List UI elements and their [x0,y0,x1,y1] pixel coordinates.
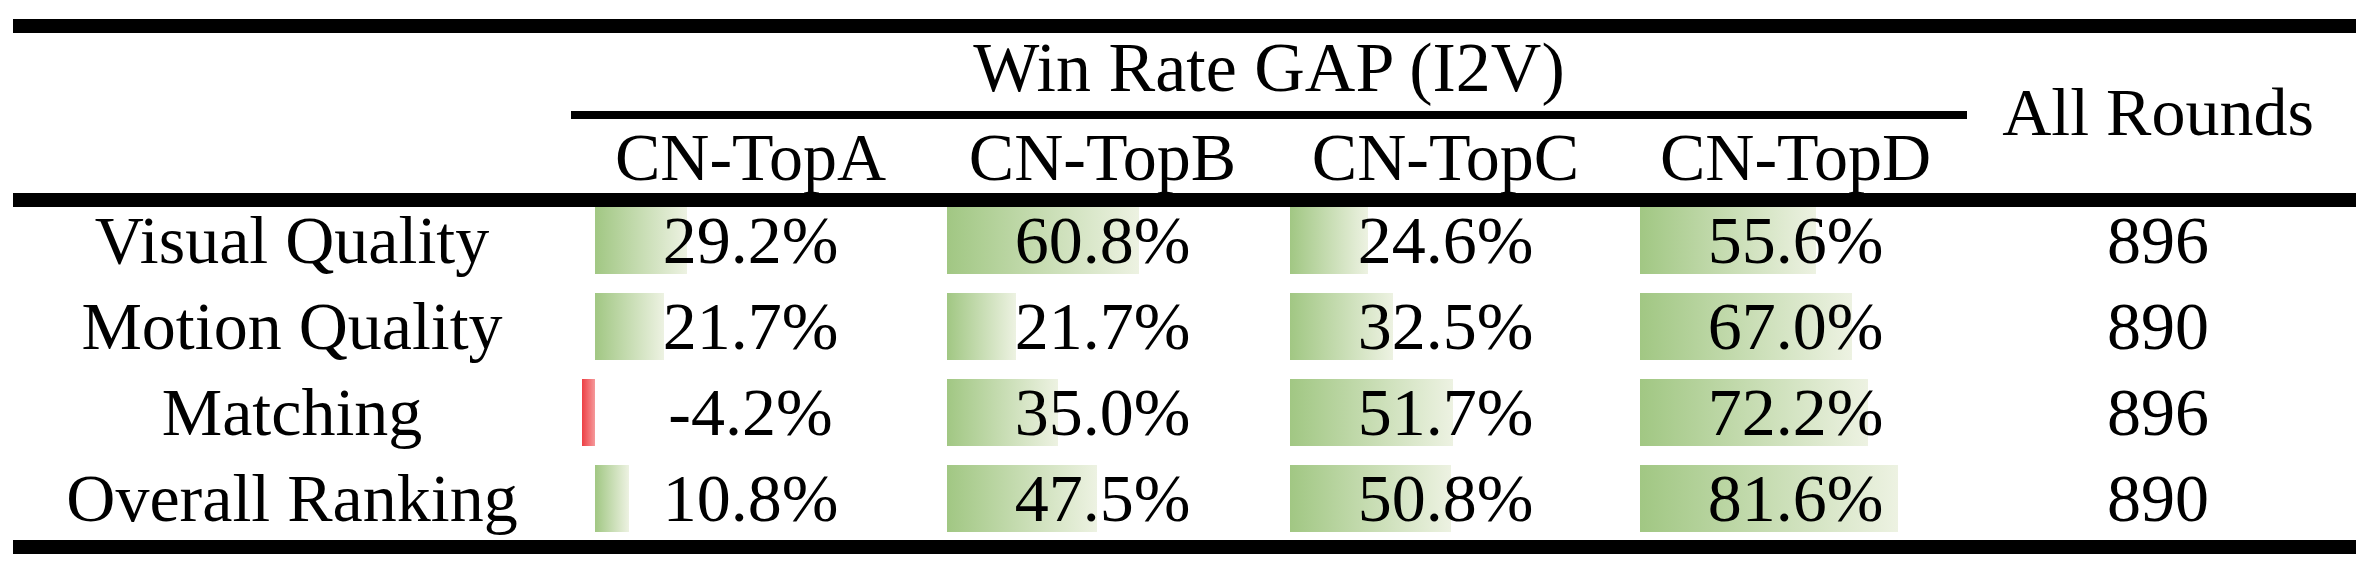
value-cell: 21.7% [947,293,1258,360]
value-cell: 32.5% [1290,293,1601,360]
win-rate-value: 35.0% [1015,374,1191,450]
value-cell: 51.7% [1290,379,1601,446]
data-bar [595,293,664,360]
win-rate-value: 29.2% [663,202,839,278]
all-rounds-value: 890 [1956,465,2360,532]
win-rate-value: 55.6% [1708,202,1884,278]
win-rate-value: -4.2% [668,374,832,450]
win-rate-value: 21.7% [1015,288,1191,364]
value-cell: 24.6% [1290,207,1601,274]
win-rate-value: 72.2% [1708,374,1884,450]
value-cell: 60.8% [947,207,1258,274]
column-header-cn-topa: CN-TopA [595,120,906,194]
column-header-cn-topd: CN-TopD [1640,120,1951,194]
data-bar [595,465,629,532]
value-cell: -4.2% [595,379,906,446]
row-label-motion-quality: Motion Quality [14,293,570,360]
value-cell: 10.8% [595,465,906,532]
all-rounds-header: All Rounds [1956,75,2360,150]
value-cell: 72.2% [1640,379,1951,446]
value-cell: 50.8% [1290,465,1601,532]
win-rate-value: 24.6% [1358,202,1534,278]
win-rate-value: 32.5% [1358,288,1534,364]
data-bar [947,293,1016,360]
win-rate-value: 10.8% [663,460,839,536]
win-rate-value: 21.7% [663,288,839,364]
value-cell: 81.6% [1640,465,1951,532]
data-bar [582,379,595,446]
value-cell: 35.0% [947,379,1258,446]
all-rounds-value: 890 [1956,293,2360,360]
win-rate-value: 47.5% [1015,460,1191,536]
bottom-rule [13,540,2356,554]
table-title: Win Rate GAP (I2V) [571,24,1967,112]
value-cell: 21.7% [595,293,906,360]
win-rate-value: 51.7% [1358,374,1534,450]
column-header-cn-topc: CN-TopC [1290,120,1601,194]
win-rate-value: 60.8% [1015,202,1191,278]
column-header-cn-topb: CN-TopB [947,120,1258,194]
value-cell: 55.6% [1640,207,1951,274]
value-cell: 47.5% [947,465,1258,532]
cmid-rule [571,111,1967,119]
value-cell: 67.0% [1640,293,1951,360]
row-label-matching: Matching [14,379,570,446]
paper-table: Win Rate GAP (I2V) All Rounds CN-TopA CN… [0,0,2374,570]
value-cell: 29.2% [595,207,906,274]
win-rate-value: 67.0% [1708,288,1884,364]
data-bar [1290,207,1368,274]
all-rounds-value: 896 [1956,379,2360,446]
row-label-overall-ranking: Overall Ranking [14,465,570,532]
all-rounds-value: 896 [1956,207,2360,274]
row-label-visual-quality: Visual Quality [14,207,570,274]
win-rate-value: 81.6% [1708,460,1884,536]
win-rate-value: 50.8% [1358,460,1534,536]
